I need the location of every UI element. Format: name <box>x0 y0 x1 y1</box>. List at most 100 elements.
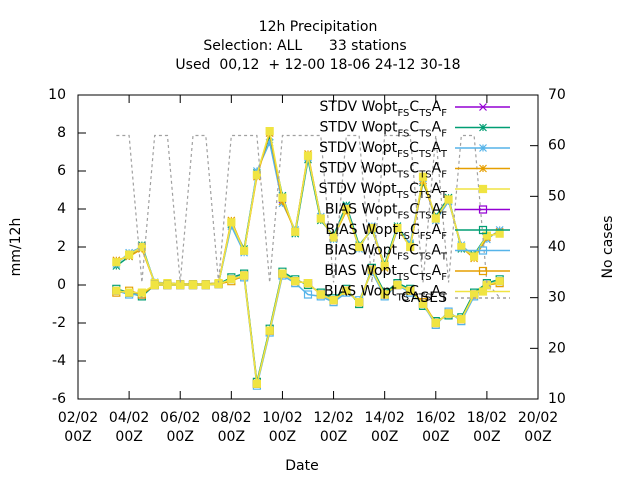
y-tick-label: 10 <box>48 87 66 103</box>
data-point <box>240 271 249 280</box>
legend-label: BIAS WoptFSCFSAF <box>325 222 447 242</box>
data-point <box>278 269 287 278</box>
data-point <box>355 298 364 307</box>
legend-marker <box>478 225 488 235</box>
data-point <box>214 279 223 289</box>
y-tick-label: 0 <box>57 277 66 293</box>
data-point <box>470 252 479 261</box>
chart-subtitle: Used 00,12 + 12-00 18-06 24-12 30-18 <box>175 57 460 73</box>
data-point <box>176 280 185 290</box>
legend-label: STDV WoptTSCTSAF <box>319 161 447 181</box>
legend-label: BIAS WoptTSCTSAT <box>324 284 448 304</box>
y2-tick-label: 70 <box>548 87 566 103</box>
data-point <box>444 309 453 318</box>
x-tick-label: 14/02 00Z <box>364 410 404 445</box>
x-tick-label: 02/02 00Z <box>58 410 98 445</box>
data-point <box>227 275 236 284</box>
data-point <box>150 280 159 290</box>
legend-label: STDV WoptFSCTSAF <box>320 120 448 140</box>
data-point <box>303 279 313 288</box>
legend-marker <box>478 287 488 296</box>
y2-axis-label: No cases <box>600 216 616 279</box>
data-point <box>393 223 402 233</box>
data-point <box>265 138 274 147</box>
data-point <box>125 250 134 259</box>
x-tick-label: 04/02 00Z <box>109 410 149 445</box>
legend-label: STDV WoptFSCTSAF <box>320 99 448 119</box>
data-point <box>329 296 338 305</box>
y2-tick-label: 50 <box>548 188 566 204</box>
y-tick-label: 2 <box>57 239 66 255</box>
legend-marker <box>478 205 488 214</box>
data-point <box>495 229 504 238</box>
data-point <box>406 286 415 295</box>
legend-marker <box>478 246 488 255</box>
legend-marker <box>478 184 488 194</box>
data-point <box>355 242 364 252</box>
data-point <box>291 227 300 236</box>
data-point <box>393 280 402 290</box>
data-point <box>137 242 146 252</box>
legend-marker <box>479 164 487 173</box>
data-point <box>342 204 351 214</box>
data-point <box>457 242 466 252</box>
data-point <box>163 280 172 290</box>
y-tick-label: -4 <box>52 353 66 369</box>
y-tick-label: 6 <box>57 163 66 179</box>
legend-label: STDV WoptTSCTSAT <box>319 181 448 201</box>
data-point <box>252 379 261 388</box>
y2-tick-label: 30 <box>548 290 566 306</box>
x-tick-label: 08/02 00Z <box>211 410 251 445</box>
x-axis-label: Date <box>285 458 318 474</box>
legend-label: BIAS WoptTSCTSAF <box>324 263 447 283</box>
data-point <box>137 288 146 297</box>
legend-label: BIAS WoptFSCTSAT <box>325 243 448 263</box>
data-point <box>418 299 428 309</box>
legend-marker <box>479 103 487 111</box>
y-axis-label: mm/12h <box>8 218 24 277</box>
y2-tick-label: 60 <box>548 138 566 154</box>
legend-marker <box>479 144 487 152</box>
y2-tick-label: 10 <box>548 391 566 407</box>
y2-tick-label: 40 <box>548 239 566 255</box>
cases-line <box>116 134 501 299</box>
chart-title: 12h Precipitation <box>259 19 378 35</box>
legend-label: STDV WoptFSCTSAT <box>319 140 448 160</box>
legend-marker <box>479 123 487 132</box>
x-tick-label: 10/02 00Z <box>262 410 302 445</box>
data-point <box>418 172 428 181</box>
legend-label: BIAS WoptFSCTSAF <box>325 202 447 222</box>
y-tick-label: -6 <box>52 391 66 407</box>
data-point <box>380 261 389 271</box>
x-tick-label: 20/02 00Z <box>518 410 558 445</box>
x-tick-label: 18/02 00Z <box>467 410 507 445</box>
x-tick-label: 16/02 00Z <box>416 410 456 445</box>
data-point <box>457 315 466 324</box>
data-point <box>291 277 300 286</box>
y-tick-label: 4 <box>57 201 66 217</box>
data-point <box>188 280 198 290</box>
chart-subtitle: Selection: ALL 33 stations <box>203 38 406 54</box>
data-point <box>303 151 313 160</box>
plot-frame <box>77 94 539 400</box>
data-point <box>303 290 313 299</box>
data-point <box>316 214 325 223</box>
y-tick-label: 8 <box>57 125 66 141</box>
legend-label: CASES <box>401 290 447 306</box>
legend-marker <box>478 266 488 276</box>
data-point <box>278 193 287 202</box>
data-point <box>112 258 121 267</box>
data-point <box>252 170 261 179</box>
data-point <box>265 326 274 335</box>
data-point <box>380 290 389 299</box>
data-point <box>112 286 121 295</box>
y-tick-label: -2 <box>52 315 66 331</box>
data-point <box>316 290 325 299</box>
data-point <box>227 218 236 227</box>
data-point <box>240 246 249 255</box>
data-point <box>431 318 440 328</box>
data-point <box>482 280 491 290</box>
data-point <box>431 214 440 223</box>
data-point <box>201 280 210 290</box>
